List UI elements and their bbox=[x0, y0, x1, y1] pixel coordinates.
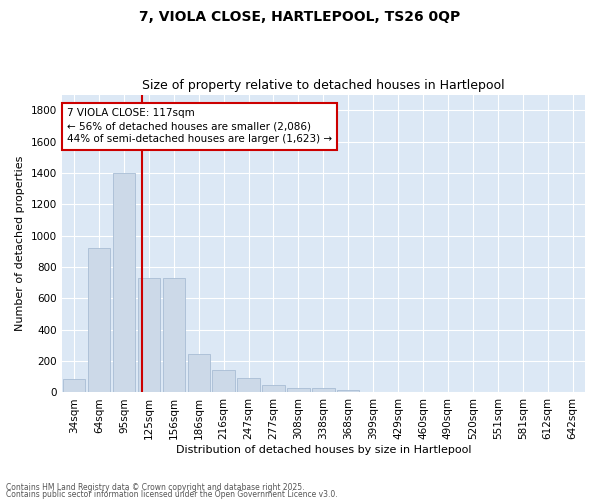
Bar bbox=[312, 388, 335, 392]
Bar bbox=[238, 378, 260, 392]
Text: Contains HM Land Registry data © Crown copyright and database right 2025.: Contains HM Land Registry data © Crown c… bbox=[6, 484, 305, 492]
Bar bbox=[163, 278, 185, 392]
Text: 7, VIOLA CLOSE, HARTLEPOOL, TS26 0QP: 7, VIOLA CLOSE, HARTLEPOOL, TS26 0QP bbox=[139, 10, 461, 24]
X-axis label: Distribution of detached houses by size in Hartlepool: Distribution of detached houses by size … bbox=[176, 445, 471, 455]
Bar bbox=[113, 173, 135, 392]
Title: Size of property relative to detached houses in Hartlepool: Size of property relative to detached ho… bbox=[142, 79, 505, 92]
Bar bbox=[212, 370, 235, 392]
Bar bbox=[337, 390, 359, 392]
Bar bbox=[63, 379, 85, 392]
Text: Contains public sector information licensed under the Open Government Licence v3: Contains public sector information licen… bbox=[6, 490, 338, 499]
Text: 7 VIOLA CLOSE: 117sqm
← 56% of detached houses are smaller (2,086)
44% of semi-d: 7 VIOLA CLOSE: 117sqm ← 56% of detached … bbox=[67, 108, 332, 144]
Bar bbox=[188, 354, 210, 393]
Y-axis label: Number of detached properties: Number of detached properties bbox=[15, 156, 25, 331]
Bar bbox=[287, 388, 310, 392]
Bar bbox=[262, 384, 285, 392]
Bar bbox=[137, 278, 160, 392]
Bar bbox=[88, 248, 110, 392]
